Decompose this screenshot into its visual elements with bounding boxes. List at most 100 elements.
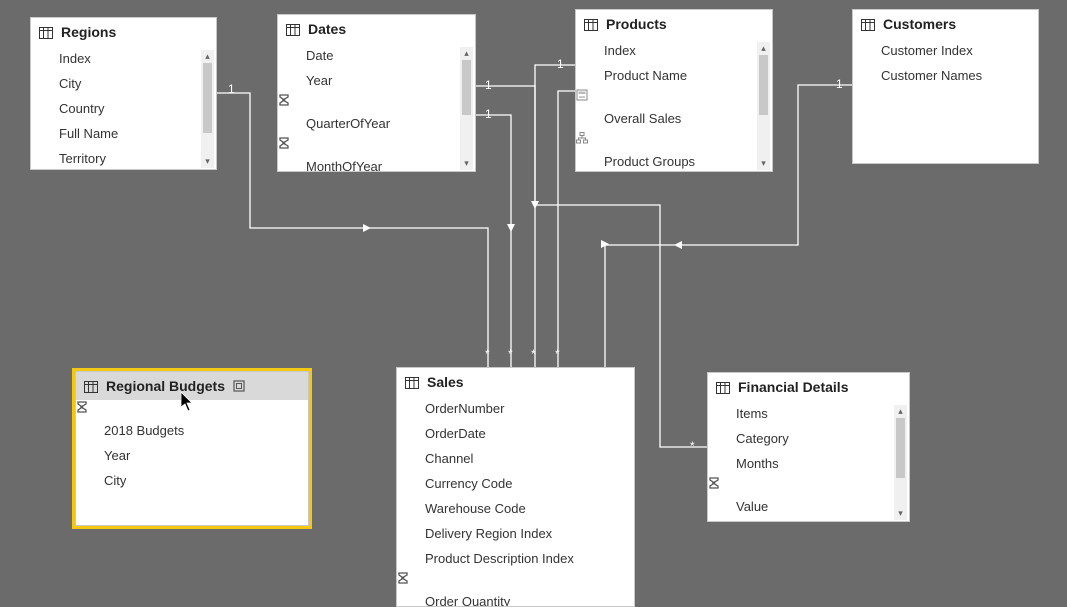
field-list-products[interactable]: Index Product Name Overall Sales Product Gr… (576, 38, 772, 171)
hier-icon (576, 131, 588, 148)
table-regions[interactable]: Regions Index City Country Full Name Territo… (30, 17, 217, 170)
table-sales[interactable]: Sales OrderNumber OrderDateChannelCurrenc… (396, 367, 635, 607)
table-title: Financial Details (738, 379, 848, 395)
relationship-line[interactable] (558, 91, 575, 367)
table-icon (716, 381, 730, 393)
field-row[interactable]: Year (76, 443, 308, 468)
field-label: OrderNumber (425, 401, 504, 416)
field-label: Overall Sales (604, 111, 681, 126)
scroll-up-icon[interactable]: ▴ (460, 47, 473, 60)
field-list-customers[interactable]: Customer IndexCustomer Names (853, 38, 1038, 163)
field-row[interactable]: Product Description Index (397, 546, 634, 571)
model-canvas[interactable]: { "canvas": { "width": 1067, "height": 6… (0, 0, 1067, 607)
table-header-sales[interactable]: Sales (397, 368, 634, 396)
scrollbar[interactable]: ▴▾ (894, 405, 907, 520)
table-title: Regional Budgets (106, 378, 225, 394)
field-list-dates[interactable]: DateYearQuarterOfYearMonthOfYearDayOfMon… (278, 43, 475, 171)
field-row[interactable]: Channel (397, 446, 634, 471)
field-row[interactable]: Full Name (31, 121, 216, 146)
field-row[interactable]: Index (31, 46, 216, 71)
field-row[interactable]: Product Name (576, 63, 772, 88)
field-row[interactable]: Country (31, 96, 216, 121)
field-row[interactable]: OrderNumber (397, 396, 634, 421)
field-row[interactable]: Delivery Region Index (397, 521, 634, 546)
field-label: MonthOfYear (306, 159, 382, 171)
table-icon (584, 18, 598, 30)
scroll-up-icon[interactable]: ▴ (201, 50, 214, 63)
table-header-customers[interactable]: Customers (853, 10, 1038, 38)
scroll-thumb[interactable] (203, 63, 212, 133)
scroll-down-icon[interactable]: ▾ (201, 155, 214, 168)
scrollbar[interactable]: ▴▾ (460, 47, 473, 170)
field-list-sales[interactable]: OrderNumber OrderDateChannelCurrency Code… (397, 396, 634, 606)
scroll-up-icon[interactable]: ▴ (757, 42, 770, 55)
sigma-icon (397, 571, 409, 588)
field-label: City (59, 76, 81, 91)
field-row[interactable]: Order Quantity (397, 589, 634, 606)
scroll-thumb[interactable] (759, 55, 768, 115)
table-customers[interactable]: Customers Customer IndexCustomer Names (852, 9, 1039, 164)
table-header-financial-details[interactable]: Financial Details (708, 373, 909, 401)
relationship-line[interactable] (476, 115, 511, 367)
table-title: Customers (883, 16, 956, 32)
cardinality-label: 1 (836, 77, 843, 91)
field-label: Value (736, 499, 768, 514)
sigma-icon (76, 400, 88, 417)
sigma-icon (708, 476, 720, 493)
field-row[interactable]: City (76, 468, 308, 493)
scrollbar[interactable]: ▴▾ (201, 50, 214, 168)
scroll-up-icon[interactable]: ▴ (894, 405, 907, 418)
table-header-products[interactable]: Products (576, 10, 772, 38)
table-header-regional-budgets[interactable]: Regional Budgets (76, 372, 308, 400)
table-header-regions[interactable]: Regions (31, 18, 216, 46)
field-label: Category (736, 431, 789, 446)
scroll-thumb[interactable] (462, 60, 471, 115)
field-row[interactable]: Currency Code (397, 471, 634, 496)
field-label: Delivery Region Index (425, 526, 552, 541)
table-icon (405, 376, 419, 388)
field-label: Index (604, 43, 636, 58)
field-row[interactable]: OrderDate (397, 421, 634, 446)
table-financial-details[interactable]: Financial Details Items Category Months Val… (707, 372, 910, 522)
field-row[interactable]: 2018 Budgets (76, 418, 308, 443)
field-row[interactable]: Territory (31, 146, 216, 169)
field-row[interactable]: Items (708, 401, 909, 426)
table-title: Regions (61, 24, 116, 40)
table-regional-budgets[interactable]: Regional Budgets 2018 Budgets YearCity (75, 371, 309, 526)
field-list-regions[interactable]: Index City Country Full Name Territory (31, 46, 216, 169)
field-row[interactable]: Customer Index (853, 38, 1038, 63)
field-label: Date (306, 48, 333, 63)
scroll-down-icon[interactable]: ▾ (460, 157, 473, 170)
field-label: Territory (59, 151, 106, 166)
scroll-down-icon[interactable]: ▾ (894, 507, 907, 520)
cardinality-label: * (690, 439, 695, 453)
field-list-regional-budgets[interactable]: 2018 Budgets YearCity (76, 400, 308, 525)
field-row[interactable]: Value (708, 494, 909, 519)
table-icon (39, 26, 53, 38)
scroll-thumb[interactable] (896, 418, 905, 478)
table-header-dates[interactable]: Dates (278, 15, 475, 43)
field-list-financial-details[interactable]: Items Category Months Value (708, 401, 909, 521)
field-row[interactable]: Months (708, 451, 909, 476)
field-row[interactable]: Warehouse Code (397, 496, 634, 521)
field-row[interactable]: Category (708, 426, 909, 451)
scroll-down-icon[interactable]: ▾ (757, 157, 770, 170)
relationship-line[interactable] (535, 65, 575, 367)
field-row[interactable]: Overall Sales (576, 106, 772, 131)
field-label: QuarterOfYear (306, 116, 390, 131)
scrollbar[interactable]: ▴▾ (757, 42, 770, 170)
field-row[interactable]: City (31, 71, 216, 96)
field-row[interactable]: Product Groups (576, 149, 772, 171)
field-row[interactable]: QuarterOfYear (278, 111, 475, 136)
field-label: 2018 Budgets (104, 423, 184, 438)
table-dates[interactable]: Dates DateYearQuarterOfYearMonthOfYearDa… (277, 14, 476, 172)
field-row[interactable]: Customer Names (853, 63, 1038, 88)
field-row[interactable]: Year (278, 68, 475, 93)
table-products[interactable]: Products Index Product Name Overall Sales P… (575, 9, 773, 172)
field-label: Full Name (59, 126, 118, 141)
field-row[interactable]: MonthOfYear (278, 154, 475, 171)
field-row[interactable]: Index (576, 38, 772, 63)
table-title: Sales (427, 374, 464, 390)
maximize-icon[interactable] (233, 380, 245, 392)
field-row[interactable]: Date (278, 43, 475, 68)
